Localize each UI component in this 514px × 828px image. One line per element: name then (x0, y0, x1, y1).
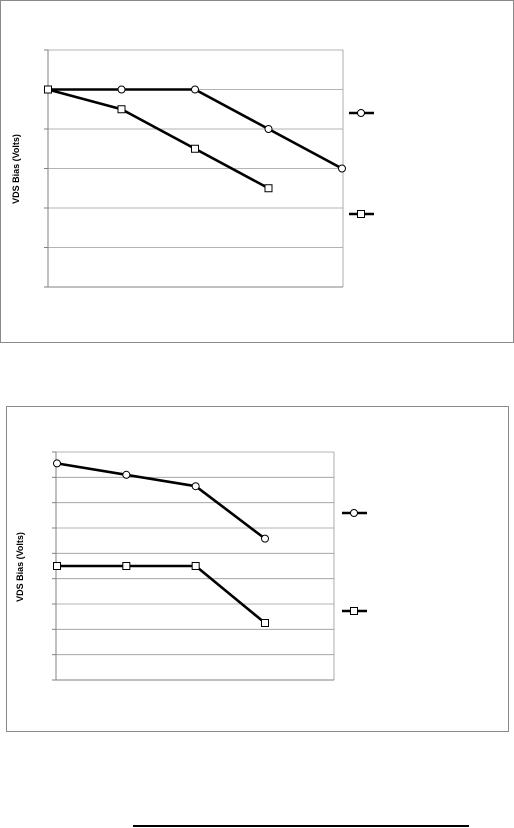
chart-2-series-1-line (56, 462, 266, 540)
chart-1-series-1-point (117, 85, 126, 94)
chart-1-series-2-point (264, 184, 273, 193)
chart-2-series-1-point (191, 482, 200, 491)
bottom-rule (133, 825, 469, 827)
chart-1-legend-2-icon (349, 210, 374, 218)
chart-1-series-1-point (338, 164, 346, 173)
chart-1-series-2-point (117, 105, 126, 114)
chart-2-series-2-point (191, 562, 200, 570)
chart-1-frame: VDS Bias (Volts) (0, 0, 514, 343)
chart-2-series-1-point (261, 534, 269, 543)
chart-2-series-2-point (53, 562, 61, 570)
chart-2-series-1-point (122, 470, 131, 479)
chart-1-series-2-line (47, 88, 270, 190)
chart-2-legend-2-icon (342, 607, 367, 615)
chart-1-legend-1-icon-marker (357, 109, 365, 117)
chart-2-series-2-point (122, 562, 131, 570)
chart-2-series-1-point (53, 459, 61, 468)
chart-1-y-axis-label: VDS Bias (Volts) (11, 134, 21, 204)
chart-2-legend-2-icon-marker (350, 607, 358, 615)
chart-1: VDS Bias (Volts) (11, 49, 374, 288)
chart-2-series-2-line (57, 564, 266, 625)
chart-1-legend-2-icon-marker (357, 210, 365, 218)
chart-2-legend-1-icon-marker (350, 509, 358, 517)
chart-2-series-2-point (261, 619, 269, 627)
chart-1-series-1-point (264, 125, 273, 133)
chart-1-series-2-point (191, 144, 199, 153)
chart-2-frame: VDS Bias (Volts) (6, 406, 509, 732)
chart-1-series-2-point (44, 85, 52, 94)
chart-2: VDS Bias (Volts) (15, 451, 367, 681)
chart-2-legend-1-icon (342, 509, 367, 517)
chart-2-y-axis-label: VDS Bias (Volts) (15, 532, 25, 602)
chart-1-legend-1-icon (349, 109, 374, 117)
chart-1-series-1-point (191, 85, 199, 94)
